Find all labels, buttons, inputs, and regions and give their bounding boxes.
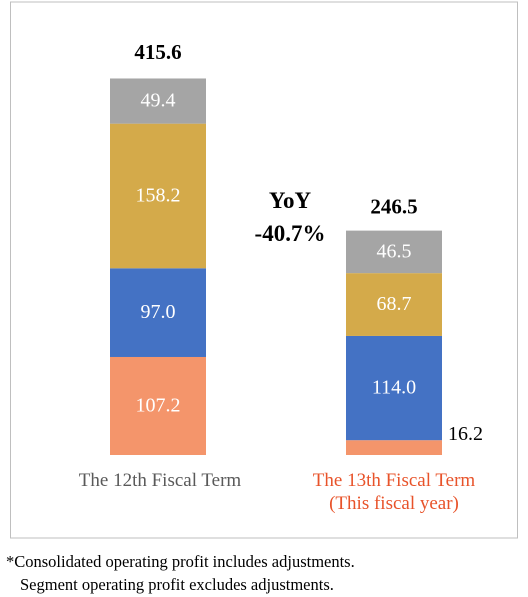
bar-segment <box>346 273 442 336</box>
bar-segment <box>110 356 206 455</box>
bar-segment <box>110 78 206 124</box>
value-label: 97.0 <box>141 301 176 323</box>
bar-segment <box>110 123 206 269</box>
footnote: *Consolidated operating profit includes … <box>6 552 355 571</box>
annotation: YoY -40.7% <box>254 188 326 247</box>
total-label: 246.5 <box>370 194 417 218</box>
panel-border <box>10 1 518 539</box>
value-label: 46.5 <box>377 240 412 262</box>
value-label: 114.0 <box>372 377 416 399</box>
x-tick-label: The 12th Fiscal Term <box>78 470 242 491</box>
bar-segment <box>110 268 206 357</box>
footnote: Segment operating profit excludes adjust… <box>20 575 334 594</box>
bar-segment <box>346 335 442 441</box>
value-label: 16.2 <box>448 423 483 445</box>
total-label: 415.6 <box>134 40 181 64</box>
value-label: 68.7 <box>377 293 412 315</box>
value-label: 158.2 <box>136 185 181 207</box>
value-label: 49.4 <box>141 90 176 112</box>
bar-segment <box>346 440 442 455</box>
x-tick-label: The 13th Fiscal Term (This fiscal year) <box>312 470 476 514</box>
bar-segment <box>346 230 442 274</box>
value-label: 107.2 <box>136 395 181 417</box>
